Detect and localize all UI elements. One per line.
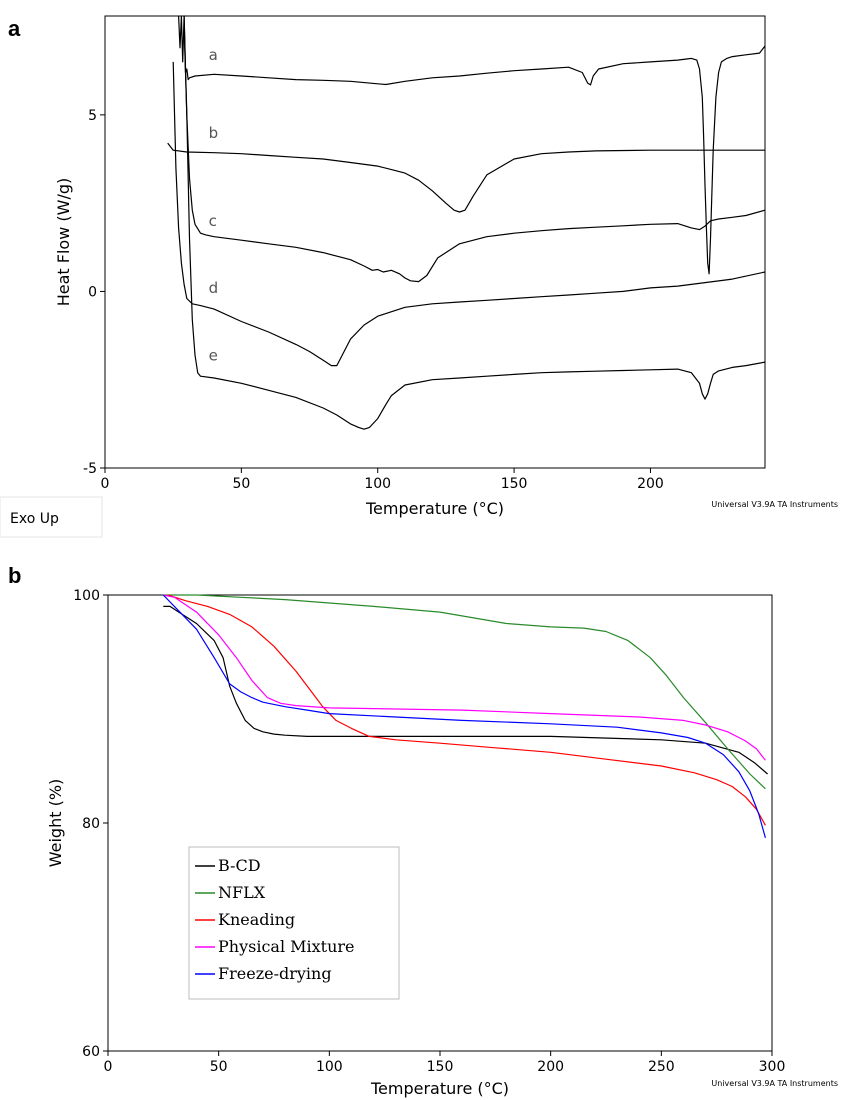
tga-x-tick-label: 50 [210,1059,228,1075]
tga-curve-b-cd [163,605,768,775]
dsc-y-tick-label: 0 [88,284,97,300]
tga-legend-label-freeze-drying: Freeze-drying [218,964,332,983]
tga-curve-freeze-drying [162,594,766,838]
tga-x-tick-label: 300 [759,1059,786,1075]
tga-x-tick-label: 150 [427,1059,454,1075]
tga-legend-label-kneading: Kneading [218,910,295,929]
tga-curve-physical-mixture [163,594,766,761]
dsc-series [167,15,766,430]
tga-y-tick-label: 80 [82,816,100,832]
tga-x-tick-label: 0 [104,1059,113,1075]
tga-legend: B-CD NFLX Kneading Physical Mixture Freeze-d… [188,846,400,1000]
tga-y-tick-label: 60 [82,1044,100,1060]
dsc-plot-frame [104,15,766,469]
dsc-x-tick-label: 50 [232,476,250,492]
tga-legend-label-b-cd: B-CD [218,856,261,875]
dsc-curve-label: a [209,46,218,64]
dsc-x-tick-label: 100 [364,476,391,492]
dsc-x-axis-title: Temperature (°C) [365,499,504,518]
dsc-curve-labels: a b c d e [209,46,219,364]
dsc-x-tick-label: 200 [637,476,664,492]
tga-x-tick-label: 250 [648,1059,675,1075]
tga-x-tick-label: 200 [537,1059,564,1075]
tga-x-tick-label: 100 [316,1059,343,1075]
tga-x-axis-title: Temperature (°C) [370,1079,509,1098]
dsc-x-tick-label: 150 [501,476,528,492]
dsc-curve-b [167,142,765,213]
dsc-y-tick-label: 5 [88,108,97,124]
tga-legend-label-nflx: NFLX [218,883,266,902]
dsc-ticks: 0 50 100 150 200-505 [83,108,664,492]
tga-legend-box [188,846,400,1000]
dsc-y-axis-title: Heat Flow (W/g) [54,178,73,307]
tga-plot: 0 50 100 150 200 250 300 60 80 100 [73,588,785,1075]
tga-y-tick-label: 100 [73,588,100,604]
tga-legend-label-physical-mixture: Physical Mixture [218,937,355,956]
panel-b-letter: b [8,563,21,588]
tga-curve-kneading [167,594,766,826]
dsc-curve-e [183,15,766,430]
dsc-curve-label: c [209,212,217,230]
exo-up-box: Exo Up [0,496,103,538]
tga-series [162,594,768,838]
tga-y-axis-title: Weight (%) [46,779,65,868]
exo-up-label: Exo Up [10,511,59,527]
dsc-curve-a [178,15,766,275]
dsc-instrument-credit: Universal V3.9A TA Instruments [711,500,838,509]
tga-instrument-credit: Universal V3.9A TA Instruments [711,1079,838,1088]
tga-ticks: 0 50 100 150 200 250 300 60 80 100 [73,588,785,1075]
panel-a-letter: a [8,16,21,41]
dsc-curve-label: e [209,346,218,364]
dsc-curve-c [183,26,766,283]
tga-curve-nflx [163,594,766,790]
dsc-x-tick-label: 0 [101,476,110,492]
dsc-curve-d [172,61,766,367]
dsc-y-tick-label: -5 [83,461,97,477]
dsc-curve-label: d [209,279,219,297]
dsc-curve-label: b [209,124,219,142]
